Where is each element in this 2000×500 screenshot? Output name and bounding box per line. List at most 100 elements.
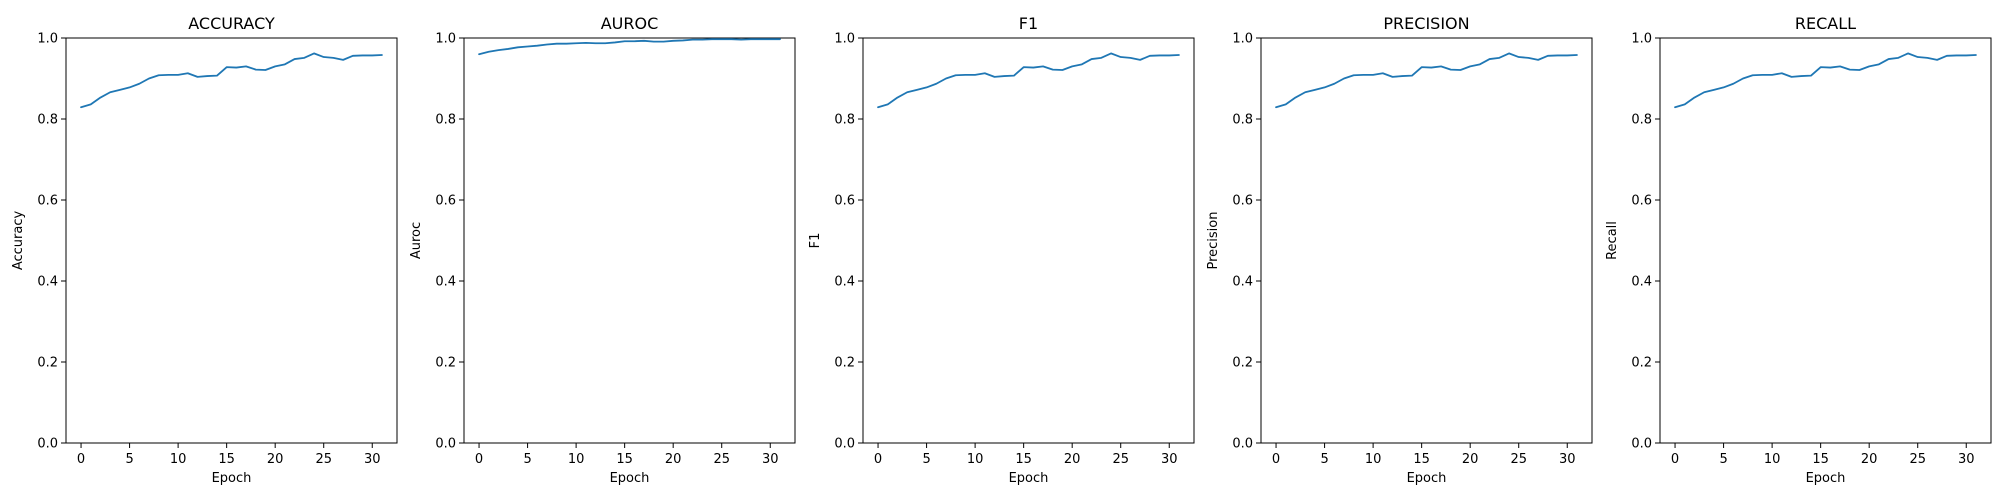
data-point xyxy=(138,82,141,85)
data-point xyxy=(1488,58,1491,61)
data-point xyxy=(1352,74,1355,77)
y-tick-label: 0.6 xyxy=(37,194,58,209)
chart-panel-precision: PRECISION 0.0 0.2 0.4 0.6 0.8 1.0 0 5 10 15 20 25 30 E… xyxy=(1206,14,1593,486)
y-tick-label: 0.4 xyxy=(435,275,456,290)
x-tick-label: 20 xyxy=(1462,452,1479,467)
data-point xyxy=(769,38,772,41)
chart-title: PRECISION xyxy=(1383,14,1469,33)
x-tick-label: 25 xyxy=(315,452,332,467)
data-point xyxy=(1430,66,1433,69)
data-point xyxy=(1177,54,1180,57)
x-tick-label: 0 xyxy=(475,452,483,467)
x-tick-label: 5 xyxy=(922,452,930,467)
data-point xyxy=(1080,63,1083,66)
data-point xyxy=(1566,54,1569,57)
data-point xyxy=(313,52,316,55)
y-tick-label: 0.2 xyxy=(435,356,456,371)
data-point xyxy=(1703,91,1706,94)
data-point xyxy=(1469,65,1472,68)
y-tick-label: 0.0 xyxy=(1631,437,1652,452)
y-tick-label: 0.6 xyxy=(834,194,855,209)
data-point xyxy=(118,88,121,91)
y-axis-label: Auroc xyxy=(409,222,424,259)
data-point xyxy=(361,54,364,57)
y-tick-label: 0.0 xyxy=(834,437,855,452)
data-point xyxy=(1042,65,1045,68)
x-tick-label: 15 xyxy=(218,452,235,467)
y-tick-label: 0.0 xyxy=(435,437,456,452)
data-point xyxy=(507,47,510,50)
data-point xyxy=(759,38,762,41)
data-point xyxy=(1459,69,1462,72)
data-point xyxy=(584,41,587,44)
data-point xyxy=(1771,73,1774,76)
data-point xyxy=(1100,56,1103,59)
y-tick-label: 0.8 xyxy=(1232,113,1253,128)
x-tick-label: 25 xyxy=(713,452,730,467)
data-point xyxy=(283,63,286,66)
x-tick-label: 0 xyxy=(1272,452,1280,467)
y-tick-label: 1.0 xyxy=(834,32,855,47)
data-point xyxy=(594,42,597,45)
data-point xyxy=(565,42,568,45)
y-axis-label: Accuracy xyxy=(11,211,26,271)
x-tick-label: 0 xyxy=(77,452,85,467)
data-point xyxy=(245,65,248,68)
data-point xyxy=(1974,54,1977,57)
data-point xyxy=(225,66,228,69)
y-axis-label: Recall xyxy=(1605,221,1620,260)
data-point xyxy=(886,103,889,106)
x-tick-label: 15 xyxy=(616,452,633,467)
data-point xyxy=(487,50,490,53)
data-point xyxy=(1897,56,1900,59)
data-point xyxy=(1761,73,1764,76)
data-point xyxy=(1381,72,1384,75)
x-tick-label: 30 xyxy=(1559,452,1576,467)
data-point xyxy=(206,75,209,78)
data-point xyxy=(1945,54,1948,57)
y-tick-label: 0.8 xyxy=(37,113,58,128)
data-point xyxy=(1868,65,1871,68)
data-point xyxy=(1829,66,1832,69)
data-point xyxy=(1051,68,1054,71)
data-point xyxy=(1498,56,1501,59)
series-line xyxy=(1275,52,1578,109)
data-point xyxy=(303,56,306,59)
y-tick-label: 0.4 xyxy=(1631,275,1652,290)
data-point xyxy=(1556,54,1559,57)
data-point xyxy=(89,103,92,106)
y-tick-label: 0.0 xyxy=(37,437,58,452)
data-point xyxy=(1032,66,1035,69)
data-point xyxy=(1955,54,1958,57)
data-point xyxy=(235,66,238,69)
y-tick-label: 0.2 xyxy=(1232,356,1253,371)
axes-frame xyxy=(862,37,1195,444)
x-tick-label: 15 xyxy=(1413,452,1430,467)
data-point xyxy=(730,38,733,41)
data-point xyxy=(1449,68,1452,71)
x-tick-label: 0 xyxy=(874,452,882,467)
data-point xyxy=(681,39,684,42)
data-point xyxy=(1478,63,1481,66)
data-point xyxy=(1139,58,1142,61)
data-point xyxy=(1693,96,1696,99)
data-point xyxy=(1168,54,1171,57)
data-point xyxy=(720,38,723,41)
data-point xyxy=(944,77,947,80)
data-point xyxy=(1887,58,1890,61)
data-point xyxy=(1148,54,1151,57)
y-tick-label: 0.4 xyxy=(834,275,855,290)
data-point xyxy=(740,38,743,41)
data-point xyxy=(1546,54,1549,57)
data-point xyxy=(215,74,218,77)
data-point xyxy=(274,65,277,68)
data-point xyxy=(1391,75,1394,78)
y-tick-label: 0.2 xyxy=(37,356,58,371)
axes-frame xyxy=(1260,37,1593,444)
data-point xyxy=(157,74,160,77)
x-tick-label: 15 xyxy=(1015,452,1032,467)
data-point xyxy=(1022,66,1025,69)
x-tick-label: 20 xyxy=(267,452,284,467)
x-axis-label: Epoch xyxy=(1009,471,1049,486)
